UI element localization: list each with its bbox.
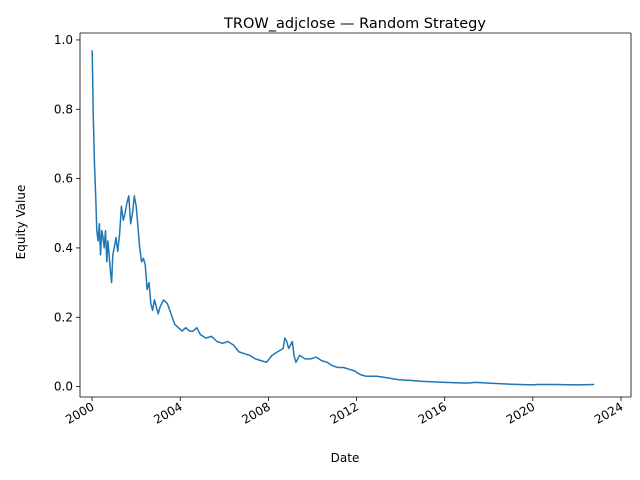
series-layer xyxy=(91,50,595,386)
y-tick-label-0: 0.0 xyxy=(54,380,73,394)
series-line-0 xyxy=(91,50,595,386)
y-tick-label-4: 0.8 xyxy=(54,102,73,116)
y-tick-label-2: 0.4 xyxy=(54,241,73,255)
y-tick-label-5: 1.0 xyxy=(54,33,73,47)
y-axis-title: Equity Value xyxy=(14,185,28,260)
y-tick-label-3: 0.6 xyxy=(54,172,73,186)
chart-title: TROW_adjclose — Random Strategy xyxy=(223,16,486,32)
plot-area xyxy=(80,33,631,397)
y-axis-ticks: 0.0 0.2 0.4 0.6 0.8 1.0 xyxy=(54,33,80,394)
y-tick-label-1: 0.2 xyxy=(54,310,73,324)
axes-frame xyxy=(79,32,632,398)
x-axis-title: Date xyxy=(331,451,360,465)
